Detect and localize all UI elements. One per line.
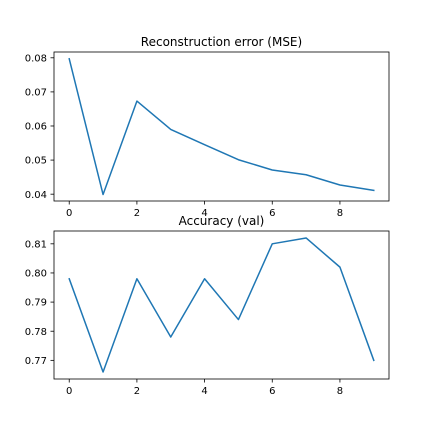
x-tick-label: 0 [66, 208, 72, 219]
x-tick-label: 8 [337, 208, 343, 219]
axes-frame [53, 51, 390, 202]
x-tick-label: 8 [337, 386, 343, 397]
y-tick-label: 0.05 [25, 156, 47, 167]
y-tick-label: 0.81 [25, 239, 47, 250]
x-tick-label: 2 [134, 386, 140, 397]
axes-frame [53, 230, 390, 380]
chart-title: Accuracy (val) [179, 214, 265, 228]
y-tick-label: 0.78 [25, 327, 47, 338]
y-tick-label: 0.07 [25, 87, 47, 98]
x-tick-label: 6 [269, 386, 275, 397]
x-tick-label: 4 [201, 208, 207, 219]
y-tick-label: 0.06 [25, 122, 47, 133]
x-tick-label: 4 [201, 386, 207, 397]
series-line-0 [68, 237, 375, 373]
subplot-1: Accuracy (val) 0 2 4 6 8 0.77 0.78 0.79 0.80 0.81 [25, 214, 390, 397]
y-tick-label: 0.80 [25, 269, 47, 280]
series-line-0 [68, 57, 375, 196]
chart-title: Reconstruction error (MSE) [141, 35, 302, 49]
y-tick-label: 0.79 [25, 298, 47, 309]
y-tick-label: 0.04 [25, 190, 47, 201]
y-tick-label: 0.77 [25, 356, 47, 367]
subplot-0: Reconstruction error (MSE) 0 2 4 6 8 0.04 0.05 0… [25, 35, 390, 219]
y-tick-label: 0.08 [25, 53, 47, 64]
subplots: Reconstruction error (MSE) 0 2 4 6 8 0.04 0.05 0… [25, 35, 390, 397]
x-tick-label: 2 [134, 208, 140, 219]
x-tick-label: 6 [269, 208, 275, 219]
x-tick-label: 0 [66, 386, 72, 397]
